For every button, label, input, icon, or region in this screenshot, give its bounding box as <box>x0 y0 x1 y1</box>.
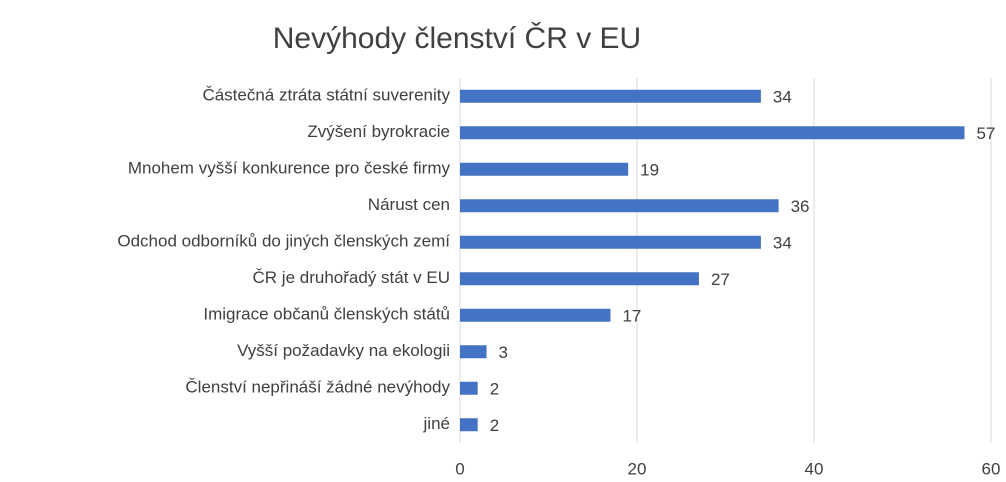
data-label: 3 <box>499 343 508 362</box>
x-tick-label: 0 <box>455 459 464 478</box>
data-label: 19 <box>640 161 659 180</box>
x-tick-label: 20 <box>628 459 647 478</box>
data-label: 2 <box>490 380 499 399</box>
data-label: 36 <box>791 197 810 216</box>
data-label: 34 <box>773 234 792 253</box>
y-tick-label: Částečná ztráta státní suverenity <box>202 86 450 105</box>
data-label: 34 <box>773 88 792 107</box>
data-label: 27 <box>711 270 730 289</box>
bar <box>460 345 487 359</box>
x-tick-label: 40 <box>805 459 824 478</box>
data-label: 2 <box>490 416 499 435</box>
data-label: 17 <box>622 307 641 326</box>
y-tick-label: Nárust cen <box>368 195 450 214</box>
y-tick-label: ČR je druhořadý stát v EU <box>253 268 450 287</box>
bar <box>460 199 779 213</box>
bar <box>460 418 478 432</box>
y-tick-label: jiné <box>423 414 450 433</box>
chart-title: Nevýhody členství ČR v EU <box>273 21 641 55</box>
y-tick-label: Zvýšení byrokracie <box>307 122 450 141</box>
y-tick-label: Odchod odborníků do jiných členských zem… <box>117 232 450 251</box>
bar <box>460 126 965 140</box>
y-tick-label: Vyšší požadavky na ekologii <box>237 341 450 360</box>
bar <box>460 89 761 103</box>
y-tick-label: Členství nepřináší žádné nevýhody <box>185 378 450 397</box>
bar <box>460 381 478 395</box>
bar <box>460 272 699 286</box>
bar <box>460 308 611 322</box>
x-tick-label: 60 <box>982 459 1001 478</box>
y-tick-label: Imigrace občanů členských států <box>203 305 450 324</box>
data-label: 57 <box>976 124 995 143</box>
y-tick-label: Mnohem vyšší konkurence pro české firmy <box>128 159 451 178</box>
bar <box>460 235 761 249</box>
bar <box>460 162 629 176</box>
